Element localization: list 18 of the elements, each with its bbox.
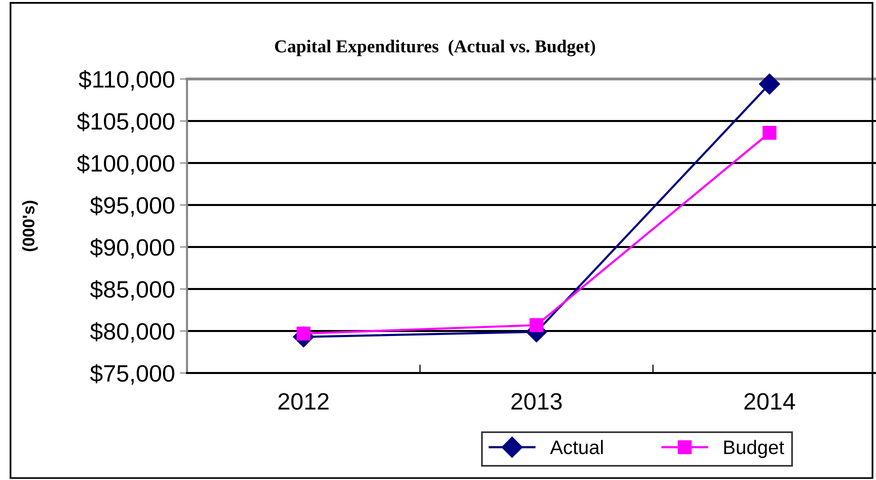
y-tick-label: $100,000	[76, 154, 174, 175]
y-tick-label: $75,000	[90, 364, 174, 385]
y-tick-label: $90,000	[90, 238, 174, 259]
y-axis-title: (000's)	[22, 200, 38, 252]
legend-label: Actual	[550, 440, 603, 454]
y-tick-label: $110,000	[78, 70, 174, 91]
point	[758, 74, 780, 95]
y-tick-label: $85,000	[90, 280, 174, 301]
x-tick-label: 2013	[511, 393, 562, 410]
point	[762, 126, 776, 140]
y-tick-label: $80,000	[90, 322, 174, 343]
legend-label: Budget	[724, 440, 784, 458]
chart-title: Capital Expenditures (Actual vs. Budget)	[275, 40, 596, 56]
x-tick-label: 2012	[278, 393, 329, 410]
x-tick-label: 2014	[744, 393, 796, 410]
point	[530, 318, 544, 332]
y-tick-label: $105,000	[76, 112, 174, 133]
y-tick-label: $95,000	[90, 196, 174, 217]
